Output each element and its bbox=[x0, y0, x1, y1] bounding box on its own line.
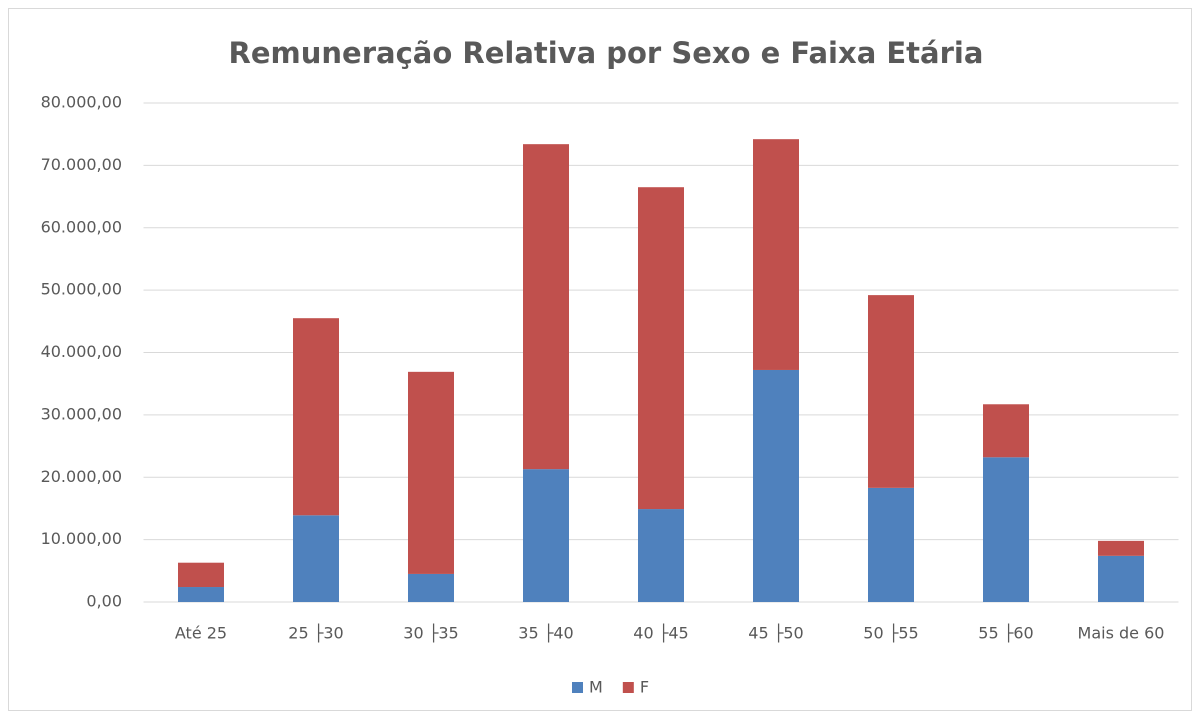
y-tick-label: 0,00 bbox=[86, 592, 122, 611]
y-tick-label: 10.000,00 bbox=[41, 529, 122, 548]
bar-segment bbox=[983, 457, 1029, 602]
bar-segment bbox=[638, 509, 684, 602]
x-tick-label: 45 ├50 bbox=[748, 623, 803, 643]
bar-segment bbox=[523, 144, 569, 470]
y-tick-label: 40.000,00 bbox=[41, 342, 122, 361]
x-tick-label: 30 ├35 bbox=[403, 623, 458, 643]
y-tick-label: 80.000,00 bbox=[41, 93, 122, 112]
bar-segment bbox=[178, 562, 224, 588]
y-tick-label: 20.000,00 bbox=[41, 467, 122, 486]
x-tick-label: 55 ├60 bbox=[978, 623, 1033, 643]
legend-swatch bbox=[622, 682, 634, 693]
bar-segment bbox=[293, 318, 339, 516]
bar-segment bbox=[753, 139, 799, 370]
x-tick-label: 50 ├55 bbox=[863, 623, 918, 643]
bar-segment bbox=[523, 469, 569, 602]
bar-segment bbox=[753, 369, 799, 602]
bar-segment bbox=[868, 295, 914, 488]
legend-label: F bbox=[640, 678, 649, 697]
bar-segment bbox=[408, 573, 454, 602]
bar-segment bbox=[408, 371, 454, 574]
x-tick-label: 40 ├45 bbox=[633, 623, 688, 643]
bar-segment bbox=[1098, 540, 1144, 556]
x-tick-label: Mais de 60 bbox=[1078, 624, 1165, 643]
x-tick-label: Até 25 bbox=[175, 624, 227, 643]
bar-segment bbox=[178, 587, 224, 602]
bar-segment bbox=[868, 487, 914, 602]
bar-segment bbox=[983, 404, 1029, 458]
y-tick-label: 30.000,00 bbox=[41, 404, 122, 423]
bar-segment bbox=[1098, 555, 1144, 602]
y-tick-label: 60.000,00 bbox=[41, 217, 122, 236]
legend-label: M bbox=[589, 678, 603, 697]
chart-title: Remuneração Relativa por Sexo e Faixa Et… bbox=[229, 36, 984, 70]
legend-swatch bbox=[572, 682, 583, 693]
bar-segment bbox=[293, 515, 339, 602]
x-tick-label: 25 ├30 bbox=[288, 623, 343, 643]
y-tick-label: 50.000,00 bbox=[41, 280, 122, 299]
y-tick-label: 70.000,00 bbox=[41, 155, 122, 174]
x-tick-label: 35 ├40 bbox=[518, 623, 573, 643]
bar-segment bbox=[638, 187, 684, 510]
chart-border bbox=[8, 8, 1192, 711]
